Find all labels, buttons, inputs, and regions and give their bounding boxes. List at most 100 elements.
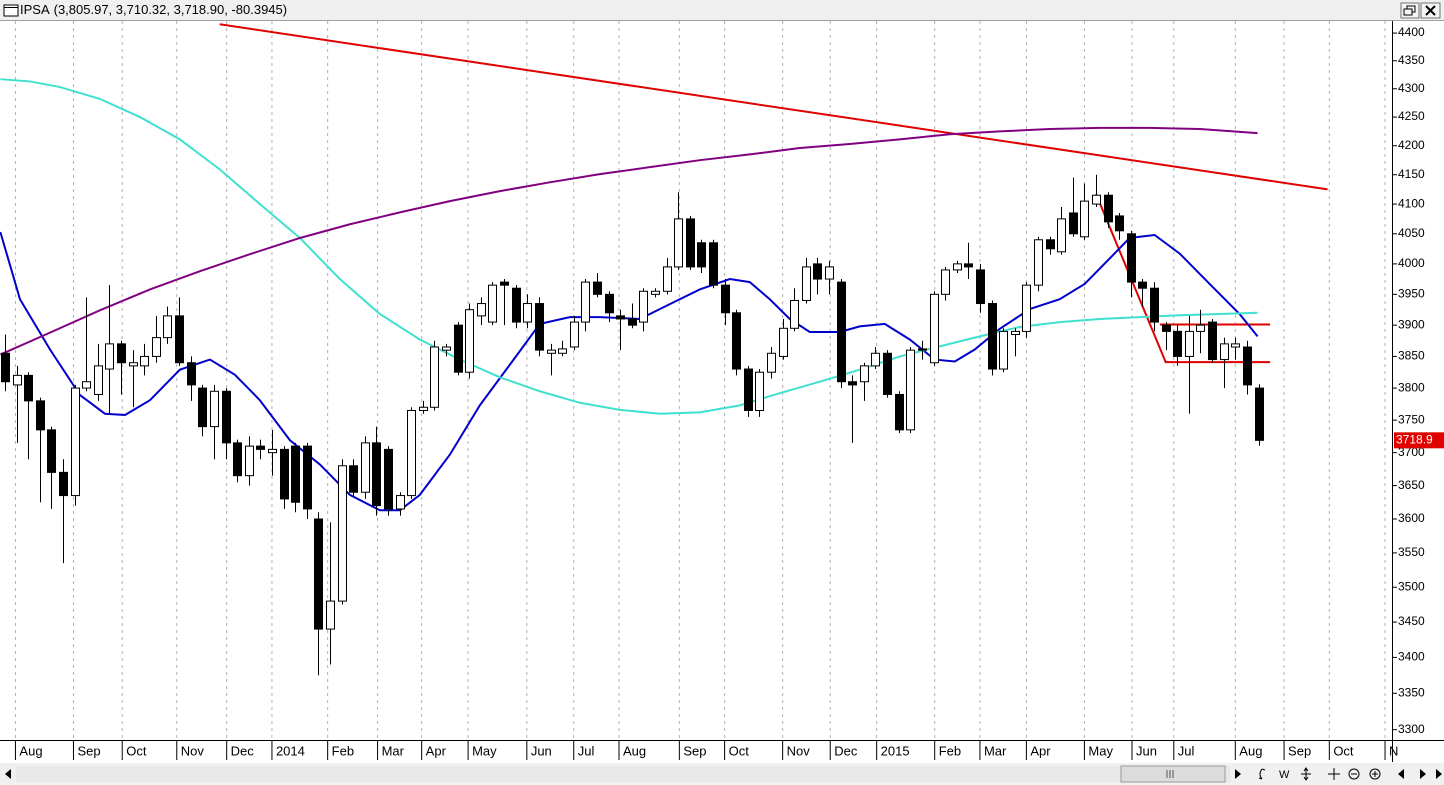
candle-body [82,381,91,389]
candle-body [1,352,10,383]
scroll-track[interactable] [16,766,1230,782]
candle-body [152,337,161,357]
candle-body [419,406,428,411]
y-tick-label: 4300 [1398,81,1425,95]
candle-body [105,343,114,370]
candle-body [709,242,718,286]
refresh-button[interactable] [1258,768,1266,780]
y-tick-label: 4350 [1398,53,1425,67]
x-tick-label: Oct [729,743,750,758]
x-tick-label: Jul [1178,743,1195,758]
candle-body [1046,239,1055,250]
x-tick-label: Jul [578,743,595,758]
scroll-grip [1166,770,1174,778]
x-tick-label: Jun [531,743,552,758]
candle-body [767,352,776,373]
overlay-line [0,78,1258,415]
candle-body [616,315,625,320]
x-tick-label: Aug [1239,743,1262,758]
candle-body [813,263,822,280]
x-tick-label: Feb [939,743,961,758]
candle-body [326,600,335,630]
y-tick-label: 3650 [1398,478,1425,492]
x-tick-label: Aug [19,743,42,758]
candle-body [535,303,544,351]
candle-body [523,303,532,323]
candle-body [47,429,56,473]
x-tick-label: N [1389,743,1398,758]
scroll-left-arrow[interactable] [5,769,11,779]
candle-body [721,284,730,314]
candle-body [547,349,556,354]
candle-body [140,355,149,367]
step-back-button[interactable] [1398,769,1404,779]
x-tick-label: Apr [1030,743,1051,758]
candle-body [558,348,567,354]
y-tick-label: 4200 [1398,138,1425,152]
candle-body [454,324,463,373]
candle-body [291,445,300,503]
candle-body [1022,284,1031,332]
x-tick-label: Dec [231,743,255,758]
candle-body [906,349,915,431]
y-tick-label: 4050 [1398,226,1425,240]
candle-body [871,352,880,367]
candle-body [268,448,277,454]
candle-body [24,374,33,402]
zoom-in-glyph [1372,771,1378,777]
candle-body [605,293,614,314]
restore-button[interactable] [1400,2,1420,19]
candle-body [1115,215,1124,232]
y-tick-label: 4150 [1398,167,1425,181]
candle-body [361,442,370,493]
candle-body [198,387,207,428]
close-button[interactable] [1420,2,1441,19]
crosshair-button[interactable] [1328,768,1340,780]
candle-body [837,281,846,383]
last-price-box [1394,432,1444,449]
x-tick-label: May [1088,743,1113,758]
candle-body [210,390,219,428]
pan-button[interactable] [1301,767,1311,781]
overlay-line [0,231,1259,512]
step-forward-button[interactable] [1420,769,1426,779]
x-tick-label: Nov [787,743,811,758]
candle-body [129,362,138,367]
y-tick-label: 3400 [1398,650,1425,664]
x-tick-label: Oct [126,743,147,758]
x-tick-label: Oct [1333,743,1354,758]
candle-body [1069,212,1078,235]
candle-body [1057,218,1066,253]
scroll-right-arrow[interactable] [1235,769,1241,779]
period-button[interactable]: W [1279,769,1290,781]
candle-body [349,465,358,493]
candle-body [674,218,683,268]
chart-title: IPSA (3,805.97, 3,710.32, 3,718.90, -80.3… [20,2,287,17]
y-tick-label: 3700 [1398,445,1425,459]
overlays [0,23,1328,512]
candle-body [13,374,22,386]
candle-body [686,218,695,268]
candle-body [895,393,904,431]
candle-body [407,409,416,497]
zoom-out-button[interactable] [1348,768,1360,780]
x-tick-label: Nov [181,743,205,758]
close-glyph [1425,5,1436,16]
candle-body [384,448,393,510]
candle-body [500,281,509,286]
candle-body [94,365,103,395]
candle-body [303,445,312,510]
last-price-label: 3718.9 [1396,432,1433,446]
candle-body [848,381,857,386]
x-tick-label: Feb [332,743,354,758]
candle-body [372,442,381,507]
restore-glyph [1403,8,1413,16]
y-tick-label: 4000 [1398,256,1425,270]
candle-body [639,290,648,323]
end-button[interactable] [1436,769,1442,779]
candle-body [430,346,439,408]
candle-body [187,362,196,386]
zoom-in-button[interactable] [1369,768,1381,780]
candle-body [755,371,764,411]
